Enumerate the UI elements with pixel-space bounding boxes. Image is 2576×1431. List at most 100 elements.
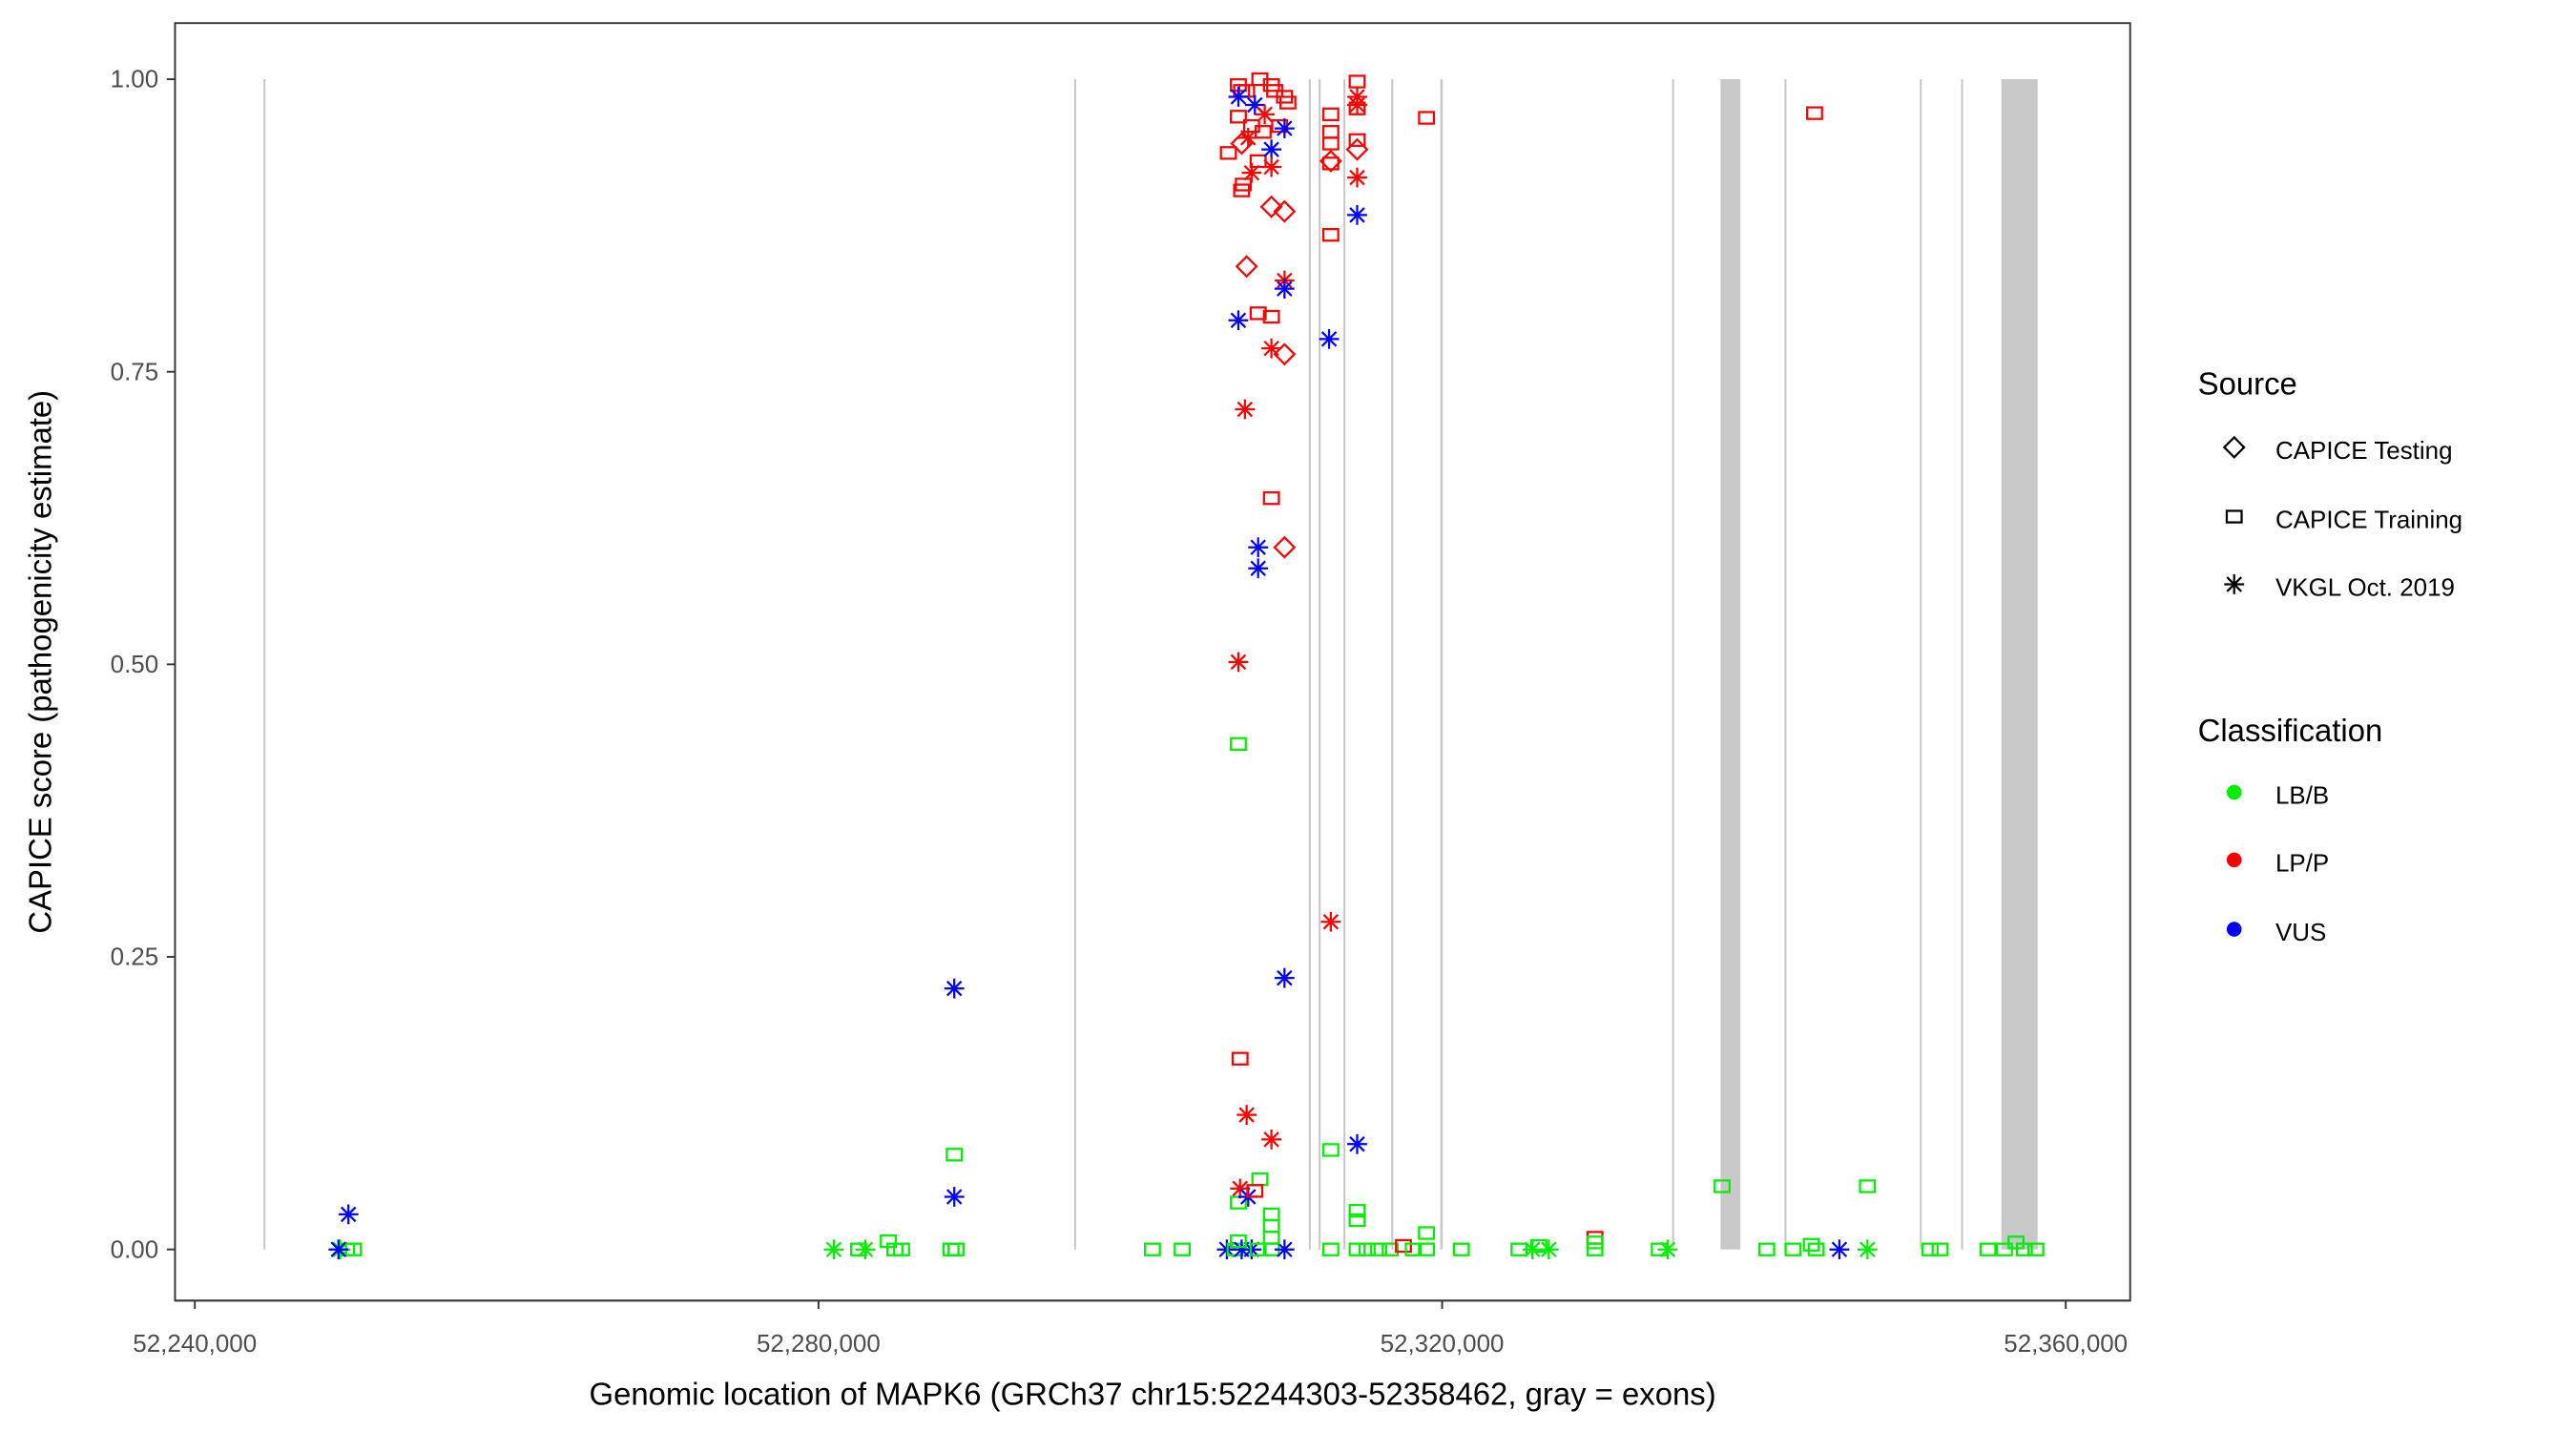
data-point bbox=[1262, 1207, 1280, 1222]
exon-band bbox=[2001, 79, 2038, 1250]
data-point bbox=[1321, 156, 1340, 171]
data-point bbox=[1219, 146, 1237, 160]
legend-key-diamond-icon bbox=[2222, 435, 2246, 459]
data-point bbox=[893, 1242, 910, 1256]
data-point bbox=[1321, 125, 1340, 139]
legend-item-lpp: LP/P bbox=[2275, 850, 2329, 877]
data-point bbox=[1274, 1239, 1295, 1260]
data-point bbox=[1259, 195, 1283, 218]
data-point bbox=[1255, 104, 1275, 125]
exon-band bbox=[1343, 79, 1346, 1250]
data-point bbox=[1249, 154, 1267, 169]
legend-item-lbb: LB/B bbox=[2275, 783, 2329, 810]
data-point bbox=[1236, 1105, 1257, 1126]
data-point bbox=[1241, 162, 1262, 183]
data-point bbox=[1657, 1239, 1678, 1260]
data-point bbox=[1857, 1239, 1878, 1260]
data-point bbox=[942, 1242, 960, 1256]
legend-item-capice-training: CAPICE Training bbox=[2275, 508, 2462, 534]
data-point bbox=[823, 1239, 844, 1260]
data-point bbox=[1586, 1231, 1604, 1245]
data-point bbox=[1802, 1237, 1820, 1252]
data-point bbox=[338, 1204, 359, 1225]
data-point bbox=[1348, 1213, 1366, 1228]
exon-band bbox=[1920, 79, 1922, 1250]
data-point bbox=[1829, 1239, 1850, 1260]
exon-bands bbox=[263, 79, 2038, 1250]
y-tick-label: 0.25 bbox=[111, 944, 158, 971]
data-point bbox=[1273, 199, 1297, 223]
exon-band bbox=[1073, 79, 1076, 1250]
data-point bbox=[1348, 74, 1366, 89]
data-point bbox=[1235, 399, 1256, 420]
data-point bbox=[1321, 107, 1340, 122]
data-point bbox=[1230, 110, 1247, 124]
data-point bbox=[1538, 1239, 1559, 1260]
data-point bbox=[1261, 156, 1281, 177]
data-point bbox=[1228, 652, 1249, 673]
exon-band bbox=[1672, 79, 1674, 1250]
data-point bbox=[1246, 1184, 1264, 1198]
data-point bbox=[1452, 1242, 1470, 1256]
data-point bbox=[328, 1239, 349, 1260]
data-point bbox=[1235, 177, 1253, 192]
y-tick-label: 1.00 bbox=[111, 67, 158, 93]
data-point bbox=[1273, 342, 1297, 366]
data-point bbox=[1319, 328, 1340, 349]
legend-key-color-dot-icon bbox=[2226, 922, 2242, 937]
data-point bbox=[1348, 1242, 1366, 1256]
data-point bbox=[1237, 127, 1258, 148]
data-point bbox=[1274, 279, 1295, 299]
data-point bbox=[1381, 1242, 1400, 1256]
data-point bbox=[1249, 1242, 1267, 1256]
exon-band bbox=[263, 79, 266, 1250]
data-point bbox=[2015, 1242, 2033, 1256]
data-point bbox=[945, 1148, 964, 1162]
data-point bbox=[1273, 535, 1297, 559]
data-point bbox=[1345, 137, 1369, 161]
data-point bbox=[1228, 87, 1249, 107]
legend-key-color-dot-icon bbox=[2226, 784, 2242, 800]
data-point bbox=[1418, 111, 1436, 125]
data-point bbox=[1230, 736, 1247, 751]
data-point bbox=[1859, 1179, 1877, 1193]
data-point bbox=[1274, 118, 1295, 138]
exon-band bbox=[1961, 79, 1963, 1250]
exon-band bbox=[1784, 79, 1787, 1250]
x-tick-label: 52,360,000 bbox=[2004, 1331, 2128, 1358]
y-axis: 0.00 0.25 0.50 0.75 1.00 bbox=[111, 67, 176, 1263]
data-point bbox=[1931, 1242, 1949, 1256]
data-point bbox=[1321, 228, 1340, 242]
data-point bbox=[1922, 1242, 1939, 1256]
exon-band bbox=[1308, 79, 1311, 1250]
y-tick-label: 0.50 bbox=[111, 652, 158, 678]
y-axis-label: CAPICE score (pathogenicity estimate) bbox=[23, 390, 58, 934]
data-point bbox=[1230, 1234, 1247, 1249]
data-point bbox=[855, 1239, 876, 1260]
data-point bbox=[1235, 255, 1258, 279]
data-point bbox=[1321, 136, 1340, 151]
data-point bbox=[1261, 338, 1281, 359]
legend-title-classification: Classification bbox=[2198, 713, 2383, 748]
legend: Source CAPICE Testing CAPICE Training VK… bbox=[2198, 366, 2462, 947]
data-point bbox=[1418, 1242, 1436, 1256]
legend-item-vus: VUS bbox=[2275, 920, 2326, 946]
data-point bbox=[1261, 139, 1281, 160]
data-points bbox=[328, 72, 2045, 1260]
legend-key-square-icon bbox=[2225, 509, 2243, 524]
exon-band bbox=[1440, 79, 1444, 1250]
x-tick-label: 52,280,000 bbox=[757, 1331, 881, 1358]
data-point bbox=[1370, 1242, 1387, 1256]
data-point bbox=[2026, 1242, 2045, 1256]
data-point bbox=[1248, 558, 1269, 579]
y-tick-label: 0.75 bbox=[111, 359, 158, 385]
legend-key-asterisk-icon bbox=[2224, 574, 2245, 594]
data-point bbox=[1261, 1130, 1281, 1150]
data-point bbox=[944, 978, 965, 999]
exon-band bbox=[1720, 79, 1741, 1250]
data-point bbox=[1279, 95, 1297, 110]
data-point bbox=[1251, 1172, 1269, 1187]
data-point bbox=[1757, 1242, 1776, 1256]
data-point bbox=[1228, 310, 1249, 331]
